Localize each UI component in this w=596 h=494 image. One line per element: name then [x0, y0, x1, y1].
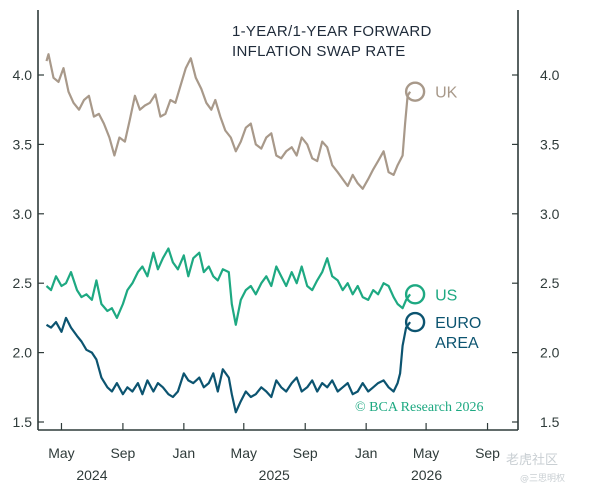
y-tick-label-right: 2.5	[540, 275, 560, 291]
series-line-uk	[45, 53, 412, 190]
y-tick-label-right: 2.0	[540, 345, 560, 361]
x-tick-label: Sep	[110, 445, 135, 461]
series-label-uk: UK	[435, 85, 458, 102]
y-tick-label-left: 2.0	[13, 345, 33, 361]
series-layer	[45, 53, 426, 414]
y-tick-label-left: 3.0	[13, 206, 33, 222]
series-label-euro-area: AREA	[435, 335, 479, 352]
x-year-label: 2024	[76, 467, 107, 483]
title-line-1: 1-YEAR/1-YEAR FORWARD	[232, 23, 432, 40]
x-tick-label: May	[413, 445, 439, 461]
series-end-marker-euro-area	[404, 311, 426, 333]
y-tick-label-left: 4.0	[13, 67, 33, 83]
chart-title: 1-YEAR/1-YEAR FORWARD INFLATION SWAP RAT…	[232, 23, 432, 60]
chart-axes: 1.5 1.5 2.0 2.0 2.5 2.5 3.0 3.0 3.5 3.5 4.0 4.0 May S…	[13, 10, 560, 483]
title-line-2: INFLATION SWAP RATE	[232, 43, 406, 60]
x-tick-label: Sep	[293, 445, 318, 461]
x-tick-label: Jan	[173, 445, 196, 461]
y-tick-label-left: 1.5	[13, 414, 33, 430]
x-year-label: 2026	[411, 467, 442, 483]
y-tick-label-right: 1.5	[540, 414, 560, 430]
series-label-euro-area: EURO	[435, 315, 481, 332]
series-end-marker-us	[404, 284, 426, 305]
watermark: 老虎社区	[506, 452, 558, 468]
x-tick-label: May	[231, 445, 257, 461]
series-line-us	[45, 247, 411, 326]
series-line-euro-area	[45, 316, 411, 414]
y-tick-label-left: 3.5	[13, 136, 33, 152]
source-note: © BCA Research 2026	[355, 400, 483, 415]
y-tick-label-right: 3.5	[540, 136, 560, 152]
series-label-us: US	[435, 287, 457, 304]
x-year-label: 2025	[259, 467, 290, 483]
x-tick-label: May	[48, 445, 74, 461]
series-labels: UK US EURO AREA	[435, 85, 481, 352]
x-tick-label: Sep	[475, 445, 500, 461]
y-tick-label-right: 4.0	[540, 67, 560, 83]
y-tick-label-left: 2.5	[13, 275, 33, 291]
series-end-marker-uk	[404, 81, 426, 102]
watermark-sub: @三思明权	[520, 472, 565, 484]
y-tick-label-right: 3.0	[540, 206, 560, 222]
x-tick-label: Jan	[355, 445, 378, 461]
